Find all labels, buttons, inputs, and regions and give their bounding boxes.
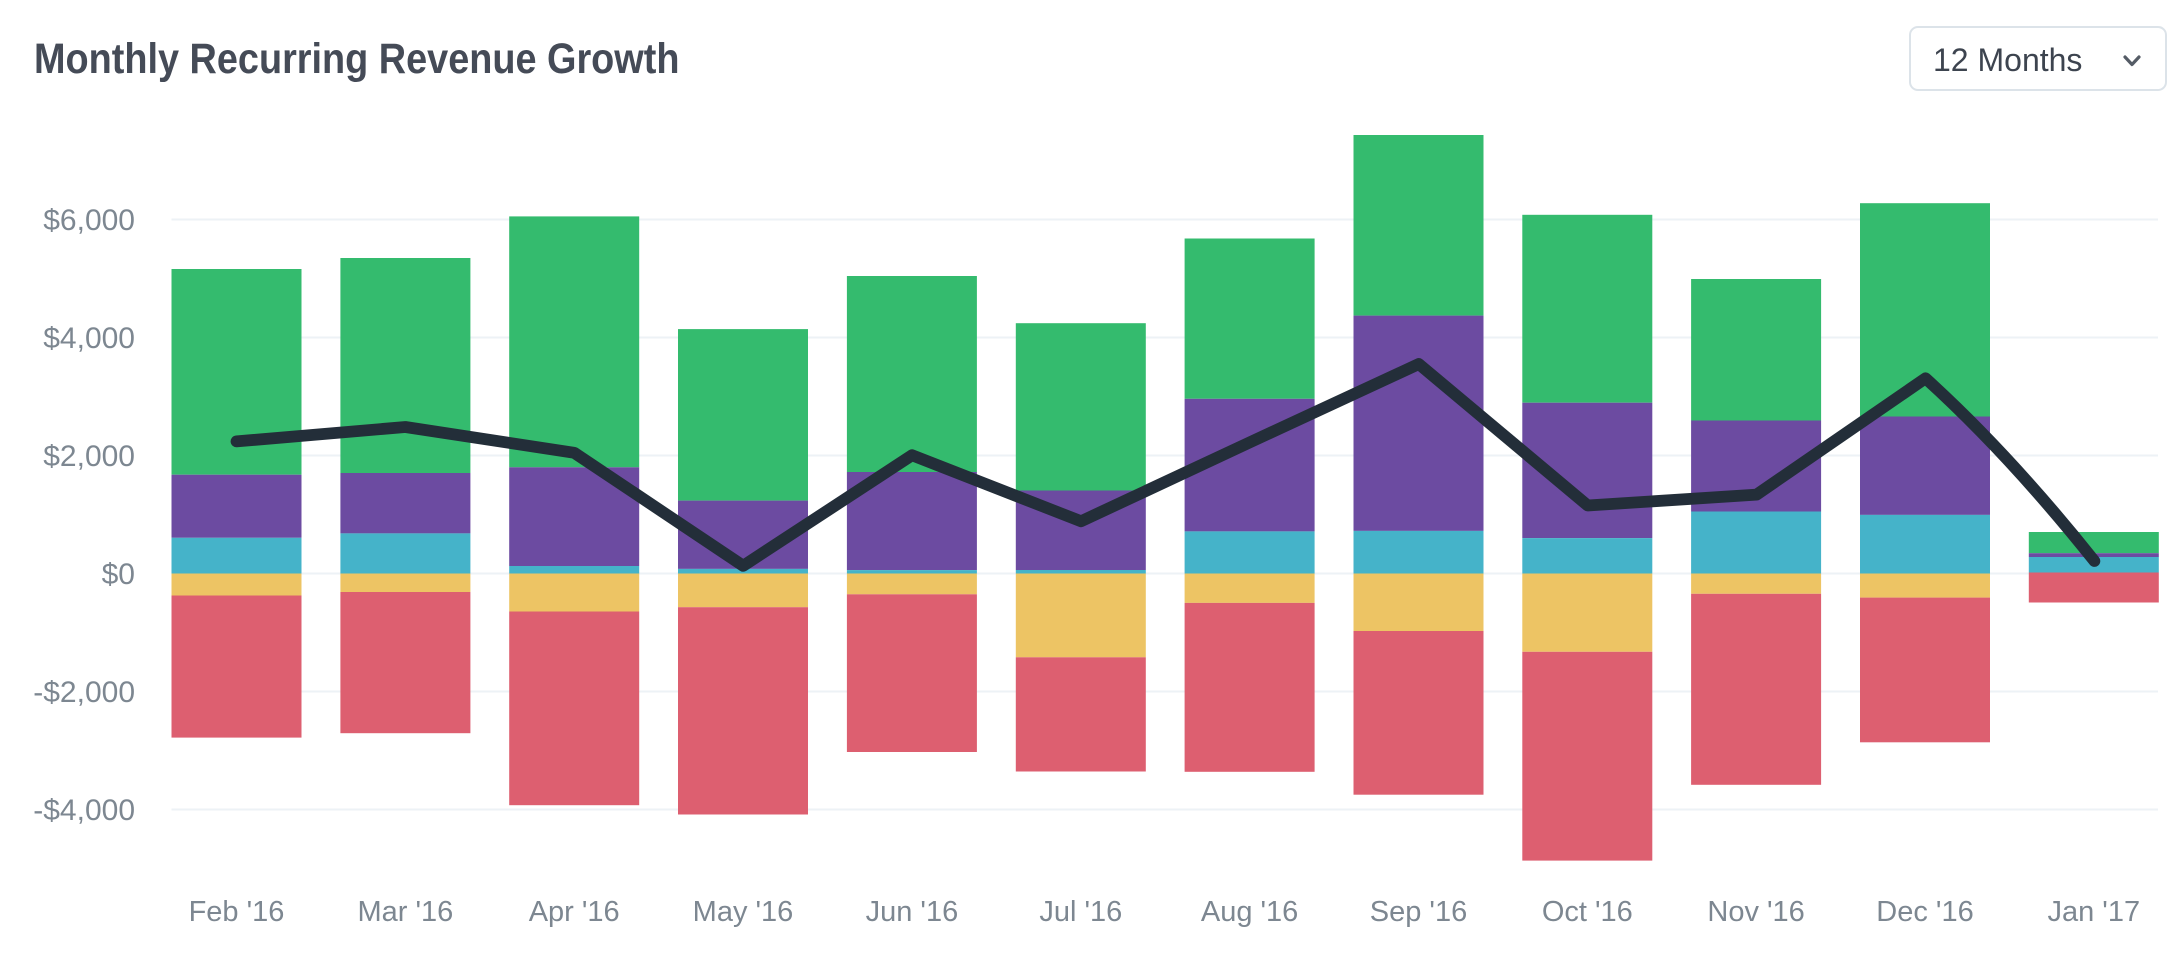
svg-text:-$2,000: -$2,000 bbox=[33, 676, 135, 709]
svg-text:Jul '16: Jul '16 bbox=[1039, 896, 1122, 928]
svg-text:Jun '16: Jun '16 bbox=[866, 896, 959, 928]
svg-text:Sep '16: Sep '16 bbox=[1370, 896, 1467, 928]
svg-text:Nov '16: Nov '16 bbox=[1707, 896, 1804, 928]
svg-text:Feb '16: Feb '16 bbox=[189, 896, 285, 928]
svg-text:Jan '17: Jan '17 bbox=[2047, 896, 2140, 928]
svg-text:May '16: May '16 bbox=[693, 896, 794, 928]
svg-text:$0: $0 bbox=[102, 558, 135, 591]
svg-text:-$4,000: -$4,000 bbox=[33, 794, 135, 827]
svg-text:Mar '16: Mar '16 bbox=[358, 896, 454, 928]
svg-text:$4,000: $4,000 bbox=[43, 322, 135, 355]
svg-text:Apr '16: Apr '16 bbox=[529, 896, 620, 928]
svg-text:Aug '16: Aug '16 bbox=[1201, 896, 1298, 928]
svg-text:Dec '16: Dec '16 bbox=[1876, 896, 1973, 928]
svg-text:$2,000: $2,000 bbox=[43, 440, 135, 473]
svg-text:$6,000: $6,000 bbox=[43, 204, 135, 237]
svg-text:Oct '16: Oct '16 bbox=[1542, 896, 1633, 928]
